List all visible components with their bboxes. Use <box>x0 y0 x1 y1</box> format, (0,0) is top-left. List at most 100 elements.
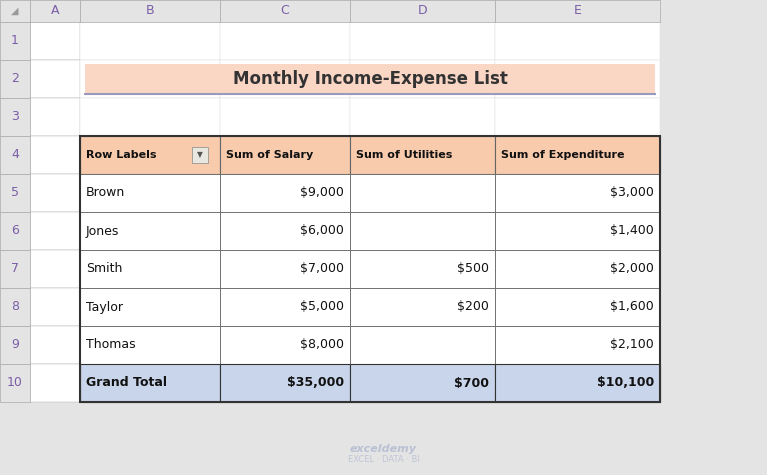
Bar <box>0 326 30 364</box>
Text: $1,400: $1,400 <box>611 225 654 238</box>
Text: 8: 8 <box>11 301 19 314</box>
Bar <box>350 288 495 326</box>
Bar <box>30 60 80 98</box>
Text: EXCEL · DATA · BI: EXCEL · DATA · BI <box>347 455 420 464</box>
Bar <box>30 326 80 364</box>
Text: $10,100: $10,100 <box>597 377 654 389</box>
Bar <box>0 212 30 250</box>
Bar <box>80 250 220 288</box>
Bar <box>0 136 30 174</box>
Text: exceldemy: exceldemy <box>350 444 417 454</box>
Text: Sum of Utilities: Sum of Utilities <box>356 150 453 160</box>
Bar <box>192 147 208 163</box>
Bar <box>350 174 495 212</box>
Bar <box>80 98 220 136</box>
Bar <box>80 326 220 364</box>
Text: A: A <box>51 4 59 18</box>
Bar <box>350 212 495 250</box>
Bar <box>495 364 660 402</box>
Bar <box>0 364 30 402</box>
Bar <box>30 98 80 136</box>
Bar <box>80 136 220 174</box>
Bar <box>495 174 660 212</box>
Text: Smith: Smith <box>86 263 123 275</box>
Text: $2,000: $2,000 <box>610 263 654 275</box>
Bar <box>350 364 495 402</box>
Text: $500: $500 <box>457 263 489 275</box>
Text: ◢: ◢ <box>12 6 18 16</box>
Bar <box>220 136 350 174</box>
Text: ▼: ▼ <box>197 151 203 160</box>
Bar <box>0 174 30 212</box>
Bar <box>30 0 80 22</box>
Bar <box>350 22 495 60</box>
Text: $1,600: $1,600 <box>611 301 654 314</box>
Text: $700: $700 <box>454 377 489 389</box>
Bar <box>80 60 220 98</box>
Bar <box>350 0 495 22</box>
Bar <box>80 212 220 250</box>
Text: Row Labels: Row Labels <box>86 150 156 160</box>
Bar <box>220 364 350 402</box>
Bar <box>495 136 660 174</box>
Bar <box>30 136 80 174</box>
Bar <box>80 0 220 22</box>
Text: D: D <box>418 4 427 18</box>
Bar <box>220 60 350 98</box>
Text: $35,000: $35,000 <box>287 377 344 389</box>
Text: $5,000: $5,000 <box>300 301 344 314</box>
Bar <box>85 64 655 94</box>
Text: B: B <box>146 4 154 18</box>
Bar <box>30 250 80 288</box>
Bar <box>30 22 660 402</box>
Text: $2,100: $2,100 <box>611 339 654 352</box>
Text: 5: 5 <box>11 187 19 200</box>
Text: Sum of Expenditure: Sum of Expenditure <box>501 150 624 160</box>
Bar <box>220 98 350 136</box>
Text: 10: 10 <box>7 377 23 389</box>
Text: Grand Total: Grand Total <box>86 377 167 389</box>
Bar <box>220 22 350 60</box>
Text: $9,000: $9,000 <box>300 187 344 200</box>
Text: 6: 6 <box>11 225 19 238</box>
Text: Thomas: Thomas <box>86 339 136 352</box>
Bar <box>220 212 350 250</box>
Bar <box>0 288 30 326</box>
Bar <box>350 326 495 364</box>
Text: 3: 3 <box>11 111 19 124</box>
Text: $3,000: $3,000 <box>610 187 654 200</box>
Text: 4: 4 <box>11 149 19 162</box>
Bar <box>495 326 660 364</box>
Bar <box>80 174 220 212</box>
Bar <box>220 326 350 364</box>
Bar <box>0 250 30 288</box>
Bar <box>0 98 30 136</box>
Bar <box>220 250 350 288</box>
Bar <box>350 136 495 174</box>
Bar <box>0 0 30 22</box>
Bar <box>30 212 80 250</box>
Bar <box>495 288 660 326</box>
Bar <box>350 250 495 288</box>
Text: $6,000: $6,000 <box>300 225 344 238</box>
Bar <box>80 136 660 402</box>
Bar <box>495 22 660 60</box>
Bar <box>30 288 80 326</box>
Bar <box>220 0 350 22</box>
Text: 7: 7 <box>11 263 19 275</box>
Text: Taylor: Taylor <box>86 301 123 314</box>
Bar <box>30 22 80 60</box>
Bar <box>495 250 660 288</box>
Text: $7,000: $7,000 <box>300 263 344 275</box>
Text: Jones: Jones <box>86 225 120 238</box>
Text: Sum of Salary: Sum of Salary <box>226 150 313 160</box>
Bar <box>350 98 495 136</box>
Bar <box>350 60 495 98</box>
Bar <box>30 364 80 402</box>
Text: C: C <box>281 4 289 18</box>
Bar <box>30 174 80 212</box>
Text: $200: $200 <box>457 301 489 314</box>
Bar <box>495 98 660 136</box>
Text: Brown: Brown <box>86 187 125 200</box>
Text: E: E <box>574 4 581 18</box>
